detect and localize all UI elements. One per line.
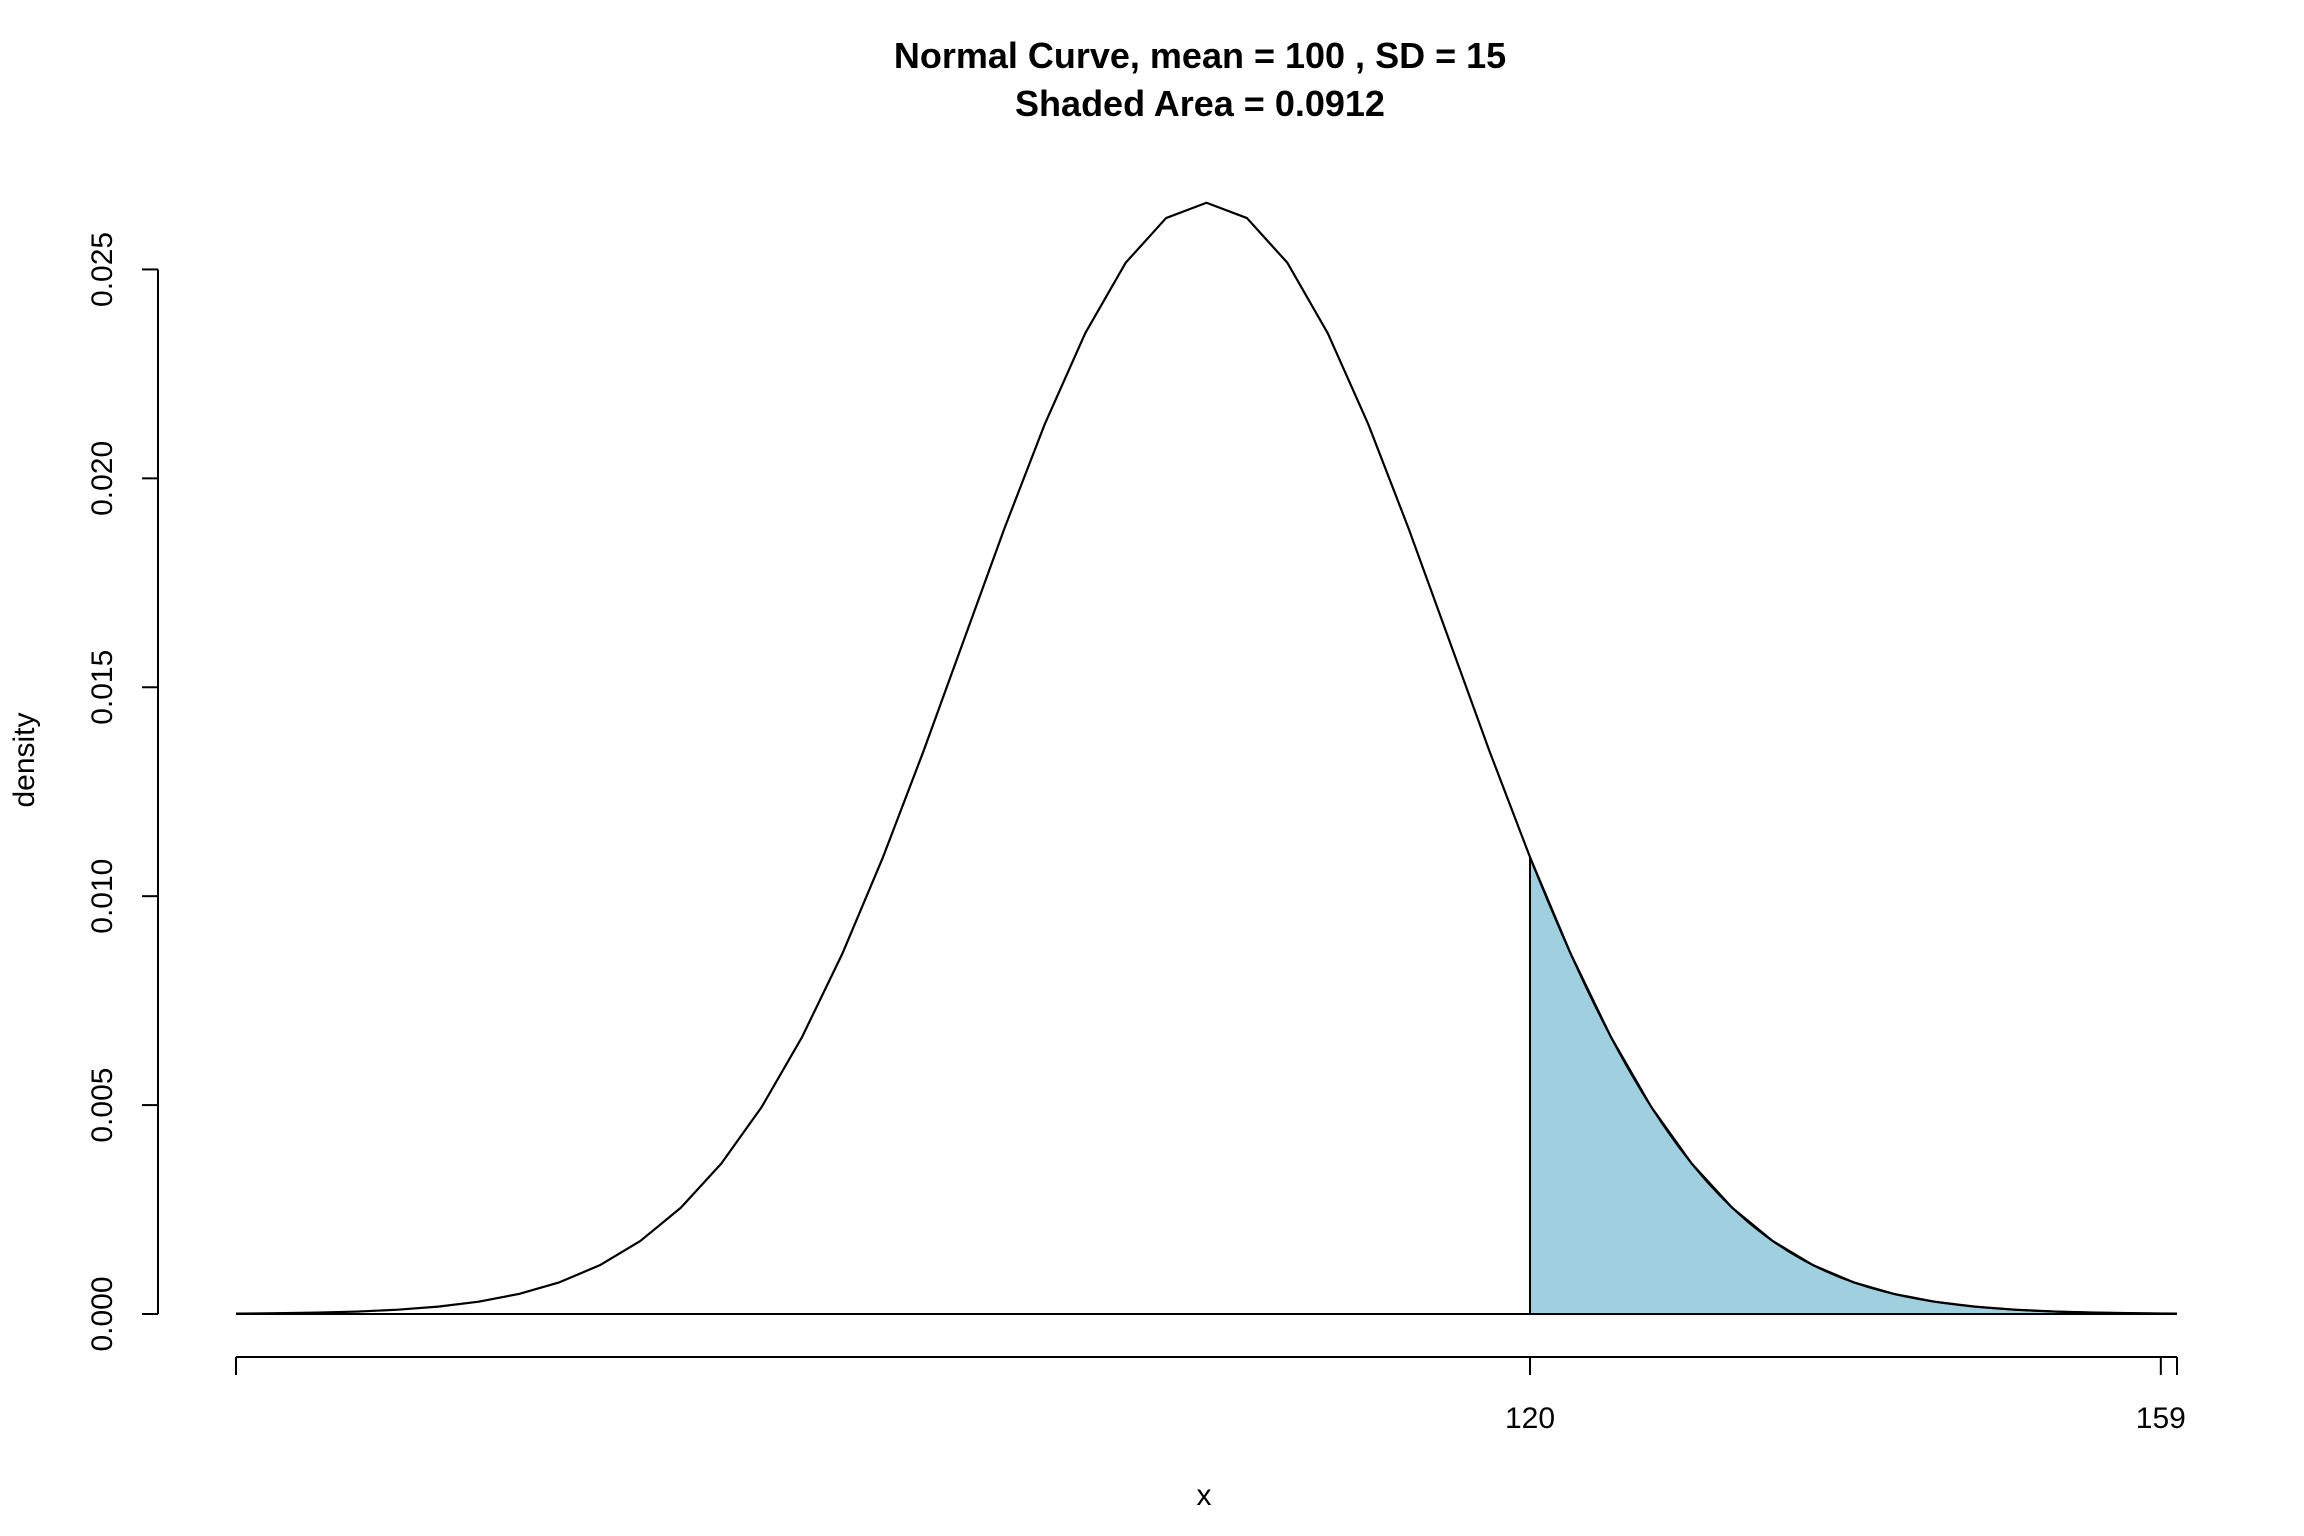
x-axis-label: x [1197,1479,1212,1512]
y-tick-label: 0.010 [86,859,119,934]
y-tick-label: 0.000 [86,1276,119,1351]
shaded-area [1529,856,2162,1315]
y-tick-label: 0.020 [86,441,119,516]
plot-area [235,201,2178,1315]
y-axis-label: density [8,712,41,807]
chart-title: Normal Curve, mean = 100 , SD = 15 [894,35,1506,76]
density-curve [235,201,2178,1315]
y-tick-label: 0.025 [86,232,119,307]
x-tick-label: 159 [2136,1402,2186,1435]
y-tick-label: 0.015 [86,650,119,725]
x-tick-label: 120 [1505,1402,1555,1435]
y-axis: 0.000 0.005 0.010 0.015 0.020 0.025 [86,232,159,1352]
y-tick-label: 0.005 [86,1068,119,1143]
chart-subtitle: Shaded Area = 0.0912 [1015,83,1385,124]
x-axis: 120 159 [235,1356,2186,1435]
